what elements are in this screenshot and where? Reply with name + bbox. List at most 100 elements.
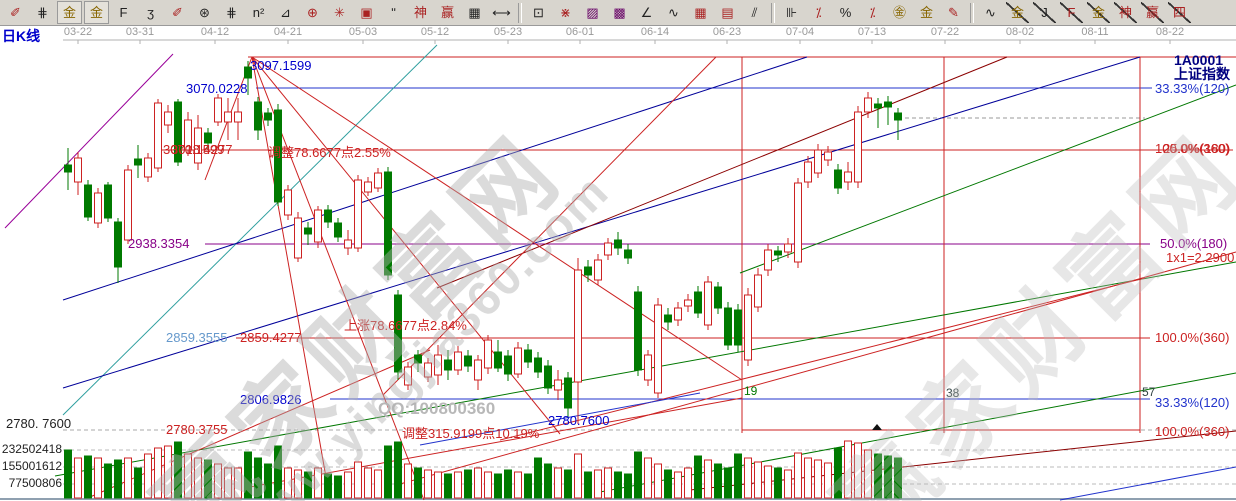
volume-bar-down — [204, 459, 212, 499]
trend-angle-icon[interactable]: ∠ — [634, 1, 659, 24]
volume-bar-down — [694, 455, 702, 499]
date-tick-label: 07-13 — [857, 26, 887, 38]
volume-profile-icon[interactable]: ⊪ — [779, 1, 804, 24]
candle-body-down — [584, 266, 592, 276]
volume-bar-up — [314, 467, 322, 499]
f-trend-icon[interactable]: F — [1059, 1, 1084, 24]
brush-icon[interactable]: ✐ — [3, 1, 28, 24]
trend-line — [251, 56, 331, 501]
volume-bar-down — [534, 457, 542, 499]
volume-bar-up — [424, 469, 432, 499]
candle-body-down — [444, 359, 452, 371]
candle-body-down — [544, 365, 552, 389]
volume-bar-up — [574, 453, 582, 499]
channel-icon[interactable]: ⫽ — [742, 1, 767, 24]
volume-bar-up — [224, 467, 232, 499]
volume-bar-up — [554, 467, 562, 499]
time-grid-icon[interactable]: ▤ — [715, 1, 740, 24]
ruler-grid-icon[interactable]: ⋕ — [219, 1, 244, 24]
trend-line — [436, 56, 1008, 289]
j-trend-icon[interactable]: J — [1032, 1, 1057, 24]
golden-channel-icon[interactable]: 金 — [914, 1, 939, 24]
calendar-grid-icon[interactable]: ▦ — [462, 1, 487, 24]
candle-body-down — [84, 184, 92, 218]
gann-square-icon[interactable]: ▣ — [354, 1, 379, 24]
volume-bar-up — [294, 469, 302, 499]
price-label: 2859.4277 — [240, 330, 302, 345]
price-grid-icon[interactable]: ▦ — [688, 1, 713, 24]
trend-line — [1059, 466, 1236, 501]
candle-body-up — [164, 111, 172, 126]
volume-bar-up — [354, 461, 362, 499]
candle-body-down — [894, 112, 902, 121]
candle-body-down — [384, 171, 392, 276]
date-tick-label: 06-14 — [640, 26, 670, 38]
volume-bar-down — [714, 463, 722, 499]
candle-body-up — [404, 366, 412, 386]
span-arrow-icon[interactable]: ⟷ — [489, 1, 514, 24]
golden-box-icon[interactable]: 金 — [84, 1, 109, 24]
volume-bar-up — [844, 440, 852, 499]
right-label: 100.0%(360) — [1155, 141, 1230, 156]
fan-lines-icon[interactable]: ⋇ — [553, 1, 578, 24]
percent-icon[interactable]: % — [833, 1, 858, 24]
ying-trend-icon[interactable]: 赢 — [1140, 1, 1165, 24]
volume-bar-down — [244, 451, 252, 499]
date-tick-label: 08-22 — [1155, 26, 1185, 38]
price-label: 3070.1599 — [163, 142, 225, 157]
volume-bar-up — [344, 471, 352, 499]
percent-line-icon[interactable]: ⁒ — [860, 1, 885, 24]
gann-grid-icon[interactable]: ▩ — [607, 1, 632, 24]
volume-bar-down — [264, 463, 272, 499]
wave2-icon[interactable]: ∿ — [978, 1, 1003, 24]
marker-brush-icon[interactable]: ✐ — [165, 1, 190, 24]
yingjia-gann-icon[interactable]: 赢 — [435, 1, 460, 24]
golden-circle-icon[interactable]: ㊎ — [887, 1, 912, 24]
volume-bar-down — [104, 463, 112, 499]
date-tick-label: 05-23 — [493, 26, 523, 38]
candle-body-down — [174, 101, 182, 163]
quote-icon[interactable]: ʺ — [381, 1, 406, 24]
candle-body-up — [234, 111, 242, 123]
candle-body-down — [104, 184, 112, 219]
candle-body-down — [244, 66, 252, 79]
candle-body-up — [514, 347, 522, 375]
golden-section-icon[interactable]: 金 — [57, 1, 82, 24]
date-tick-label: 06-01 — [565, 26, 595, 38]
wave-tool-icon[interactable]: ∿ — [661, 1, 686, 24]
spiral-icon[interactable]: ʒ — [138, 1, 163, 24]
angle-tool-icon[interactable]: ⊿ — [273, 1, 298, 24]
gold-trend-icon[interactable]: 金 — [1086, 1, 1111, 24]
shen-trend-icon[interactable]: 神 — [1113, 1, 1138, 24]
gann-target-icon[interactable]: ⊕ — [300, 1, 325, 24]
fibonacci-f-icon[interactable]: F — [111, 1, 136, 24]
trend-line — [249, 397, 743, 488]
draw-kline-icon[interactable]: ✎ — [941, 1, 966, 24]
percent-retrace-icon[interactable]: ⁒ — [806, 1, 831, 24]
volume-bar-down — [614, 471, 622, 499]
price-label: 2806.9826 — [240, 392, 302, 407]
candle-body-down — [634, 291, 642, 371]
candle-body-down — [304, 227, 312, 235]
rect-tool-icon[interactable]: ⊡ — [526, 1, 551, 24]
gann-wheel-icon[interactable]: ✳ — [327, 1, 352, 24]
toolbar-separator — [970, 2, 974, 23]
sifang-trend-icon[interactable]: 四 — [1167, 1, 1192, 24]
volume-bar-up — [234, 467, 242, 499]
gann-box-icon[interactable]: ▨ — [580, 1, 605, 24]
volume-bar-up — [94, 457, 102, 499]
gann-count: 19 — [744, 384, 758, 398]
candle-body-up — [654, 304, 662, 394]
hash-grid-icon[interactable]: ⋕ — [30, 1, 55, 24]
candle-body-up — [434, 354, 442, 376]
gold-strike-icon[interactable]: 金 — [1005, 1, 1030, 24]
candle-body-up — [224, 111, 232, 123]
shenqi-number-icon[interactable]: 神 — [408, 1, 433, 24]
n-square-icon[interactable]: n² — [246, 1, 271, 24]
cycle-circle-icon[interactable]: ⊛ — [192, 1, 217, 24]
volume-bar-down — [724, 467, 732, 499]
date-tick-label: 07-22 — [930, 26, 960, 38]
volume-bar-up — [154, 447, 162, 499]
